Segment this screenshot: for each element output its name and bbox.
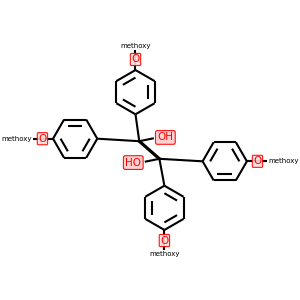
Text: O: O	[131, 55, 140, 64]
Text: O: O	[253, 156, 262, 166]
Text: O: O	[38, 134, 46, 144]
Text: methoxy: methoxy	[149, 251, 180, 257]
Text: OH: OH	[158, 132, 173, 142]
Text: O: O	[160, 236, 169, 245]
Text: methoxy: methoxy	[1, 136, 32, 142]
Text: methoxy: methoxy	[268, 158, 299, 164]
Text: methoxy: methoxy	[120, 43, 151, 49]
Text: HO: HO	[125, 158, 141, 168]
